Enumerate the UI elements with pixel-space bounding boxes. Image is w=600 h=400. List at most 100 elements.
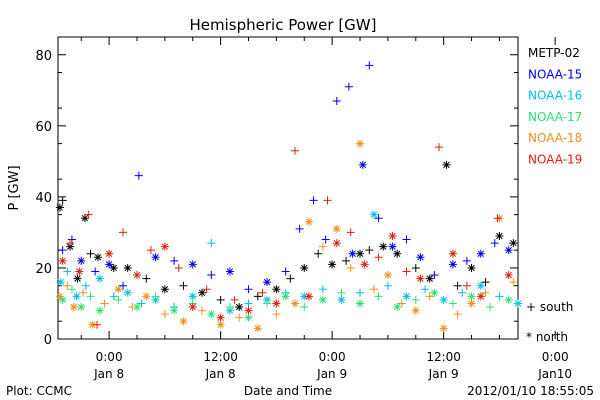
data-point-north	[272, 299, 281, 308]
data-point-north	[290, 299, 299, 308]
plot-area	[57, 36, 519, 340]
data-point-south	[318, 285, 327, 294]
x-tick-time-label: 12:00	[426, 350, 461, 364]
data-point-south	[128, 303, 137, 312]
data-point-north	[198, 288, 207, 297]
data-point-north	[160, 285, 169, 294]
data-point-north	[77, 303, 86, 312]
x-tick-date-label: Jan10	[537, 367, 572, 381]
data-point-north	[332, 239, 341, 248]
data-point-north	[304, 217, 313, 226]
data-point-north	[123, 263, 132, 272]
data-point-south	[337, 288, 346, 297]
data-point-north	[509, 239, 518, 248]
data-point-north	[216, 320, 225, 329]
data-point-south	[397, 299, 406, 308]
y-tick-label: 60	[35, 120, 52, 135]
data-point-north	[179, 317, 188, 326]
legend: METP-02 NOAA-15 NOAA-16 NOAA-17 NOAA-18 NOAA-…	[526, 46, 582, 344]
data-point-north	[160, 242, 169, 251]
data-point-north	[504, 295, 513, 304]
data-point-south	[509, 278, 518, 287]
data-point-north	[55, 203, 64, 212]
legend-marker-south: + south	[526, 300, 573, 314]
x-tick-date-label: Jan 9	[316, 367, 347, 381]
data-point-north	[263, 278, 272, 287]
data-point-south	[253, 292, 262, 301]
data-point-south	[448, 299, 457, 308]
x-tick-time-label: 12:00	[203, 350, 238, 364]
data-point-north	[467, 263, 476, 272]
data-point-south	[314, 249, 323, 258]
data-point-north	[360, 260, 369, 269]
data-point-south	[58, 196, 67, 205]
data-point-north	[272, 285, 281, 294]
x-tick-time-label: 0:00	[542, 350, 569, 364]
data-point-north	[467, 292, 476, 301]
plot-credit: Plot: CCMC	[6, 384, 72, 398]
data-point-south	[309, 196, 318, 205]
data-point-south	[462, 281, 471, 290]
legend-entry: NOAA-18	[528, 131, 582, 145]
data-point-north	[328, 260, 337, 269]
data-point-north	[132, 271, 141, 280]
data-point-south	[374, 292, 383, 301]
data-point-south	[119, 228, 128, 237]
data-point-north	[379, 242, 388, 251]
data-point-south	[134, 171, 143, 180]
legend-entry: NOAA-15	[528, 67, 582, 81]
data-point-south	[109, 292, 118, 301]
data-point-south	[295, 224, 304, 233]
data-point-south	[137, 299, 146, 308]
data-point-north	[369, 210, 378, 219]
data-point-north	[393, 249, 402, 258]
data-point-north	[467, 299, 476, 308]
data-point-south	[286, 274, 295, 283]
data-point-north	[72, 292, 81, 301]
series-noaa-18	[55, 139, 518, 333]
y-tick-label: 80	[35, 49, 52, 64]
data-point-south	[63, 267, 72, 276]
data-point-south	[91, 267, 100, 276]
data-point-south	[230, 295, 239, 304]
data-point-south	[235, 313, 244, 322]
data-point-north	[77, 256, 86, 265]
data-point-north	[114, 285, 123, 294]
chart-title: Hemispheric Power [GW]	[190, 16, 377, 34]
data-point-north	[80, 214, 89, 223]
data-point-north	[55, 292, 64, 301]
data-point-south	[425, 292, 434, 301]
data-point-south	[114, 295, 123, 304]
data-point-south	[342, 256, 351, 265]
data-point-north	[411, 306, 420, 315]
data-point-south	[202, 285, 211, 294]
legend-entry: METP-02	[528, 46, 580, 60]
series-noaa-17	[58, 285, 513, 322]
data-point-north	[123, 288, 132, 297]
data-point-south	[356, 288, 365, 297]
data-point-north	[356, 139, 365, 148]
data-point-north	[402, 292, 411, 301]
data-point-south	[58, 246, 67, 255]
data-point-south	[67, 235, 76, 244]
data-point-south	[495, 292, 504, 301]
y-tick-label: 20	[35, 262, 52, 277]
data-point-north	[448, 249, 457, 258]
data-point-north	[216, 313, 225, 322]
data-point-south	[365, 246, 374, 255]
data-point-south	[402, 267, 411, 276]
legend-entry: NOAA-16	[528, 89, 582, 103]
plot-border	[57, 36, 519, 340]
data-point-north	[88, 320, 97, 329]
data-point-south	[146, 246, 155, 255]
data-point-south	[402, 235, 411, 244]
data-point-north	[425, 274, 434, 283]
data-point-south	[435, 143, 444, 152]
data-point-north	[448, 260, 457, 269]
data-point-north	[244, 313, 253, 322]
data-point-north	[188, 260, 197, 269]
data-point-south	[493, 214, 502, 223]
data-point-north	[393, 303, 402, 312]
x-tick-date-label: Jan 8	[93, 367, 124, 381]
